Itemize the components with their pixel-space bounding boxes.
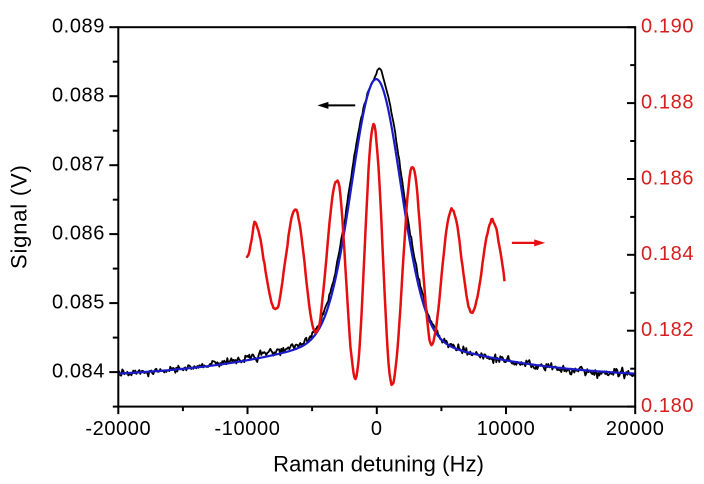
svg-text:Signal (V): Signal (V) bbox=[7, 164, 32, 269]
svg-text:0.085: 0.085 bbox=[52, 291, 105, 313]
svg-text:0.086: 0.086 bbox=[52, 222, 105, 244]
svg-text:0.182: 0.182 bbox=[641, 319, 694, 341]
svg-text:0.084: 0.084 bbox=[52, 360, 105, 382]
svg-text:0.184: 0.184 bbox=[641, 243, 694, 265]
svg-text:0.088: 0.088 bbox=[52, 85, 105, 107]
svg-text:10000: 10000 bbox=[477, 418, 536, 440]
svg-text:0.180: 0.180 bbox=[641, 395, 694, 417]
svg-text:20000: 20000 bbox=[606, 418, 665, 440]
svg-text:0.087: 0.087 bbox=[52, 154, 105, 176]
svg-text:0.188: 0.188 bbox=[641, 91, 694, 113]
svg-text:0: 0 bbox=[371, 418, 383, 440]
svg-text:0.186: 0.186 bbox=[641, 167, 694, 189]
svg-text:-10000: -10000 bbox=[215, 418, 281, 440]
svg-text:0.190: 0.190 bbox=[641, 16, 694, 38]
svg-text:Raman detuning (Hz): Raman detuning (Hz) bbox=[273, 451, 484, 476]
svg-text:0.089: 0.089 bbox=[52, 16, 105, 38]
svg-text:-20000: -20000 bbox=[85, 418, 151, 440]
